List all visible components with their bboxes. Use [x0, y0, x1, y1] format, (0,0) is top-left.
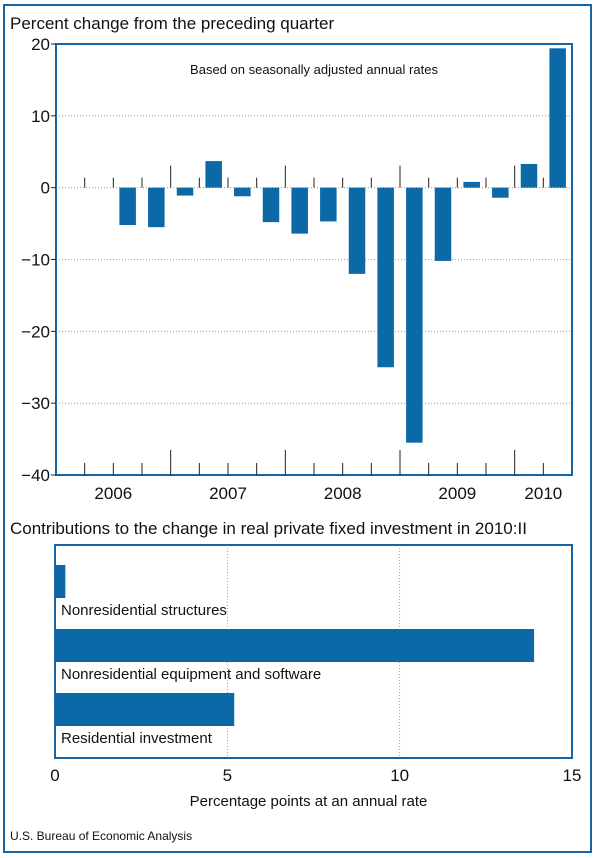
chart-annotation: Based on seasonally adjusted annual rate…	[190, 62, 438, 77]
bar-2008-IV	[377, 187, 394, 368]
hbar-label: Residential investment	[61, 730, 213, 747]
bar-2009-III	[463, 181, 480, 188]
year-label: 2007	[209, 484, 247, 503]
ytick-label: −10	[21, 251, 50, 270]
source-note: U.S. Bureau of Economic Analysis	[10, 829, 193, 843]
bar-2006-IV	[148, 187, 165, 228]
bar-2010-I	[520, 163, 538, 188]
bar-2008-I	[291, 187, 308, 234]
bar-2007-I	[176, 187, 194, 196]
year-label: 2010	[524, 484, 562, 503]
year-label: 2006	[94, 484, 132, 503]
hbar-2	[55, 629, 535, 662]
bar-2008-III	[348, 187, 366, 274]
xtick-label: 0	[50, 766, 59, 785]
xtick-label: 10	[390, 766, 409, 785]
chart-title: Percent change from the preceding quarte…	[10, 14, 335, 33]
chart-frame	[3, 4, 592, 853]
bar-2008-II	[320, 187, 337, 222]
ytick-label: 10	[31, 107, 50, 126]
bar-2007-II	[205, 161, 222, 188]
bar-2006-III	[119, 187, 136, 226]
ytick-label: 0	[41, 179, 50, 198]
ytick-label: −20	[21, 322, 50, 341]
ytick-label: 20	[31, 35, 50, 54]
hbar-label: Nonresidential structures	[61, 602, 227, 619]
bar-2009-I	[406, 187, 423, 443]
bar-2009-IV	[492, 187, 509, 198]
bar-2009-II	[434, 187, 452, 261]
ytick-label: −30	[21, 394, 50, 413]
hbar-1	[55, 565, 66, 598]
bar-2007-IV	[262, 187, 280, 223]
bar-2007-III	[234, 187, 251, 197]
x-axis-title: Percentage points at an annual rate	[190, 793, 428, 810]
bar-2010-II	[549, 48, 566, 188]
year-label: 2009	[438, 484, 476, 503]
hbar-label: Nonresidential equipment and software	[61, 666, 321, 683]
xtick-label: 5	[223, 766, 232, 785]
xtick-label: 15	[563, 766, 582, 785]
contributions-title: Contributions to the change in real priv…	[10, 519, 527, 538]
ytick-label: −40	[21, 466, 50, 485]
hbar-3	[55, 693, 235, 726]
year-label: 2008	[324, 484, 362, 503]
